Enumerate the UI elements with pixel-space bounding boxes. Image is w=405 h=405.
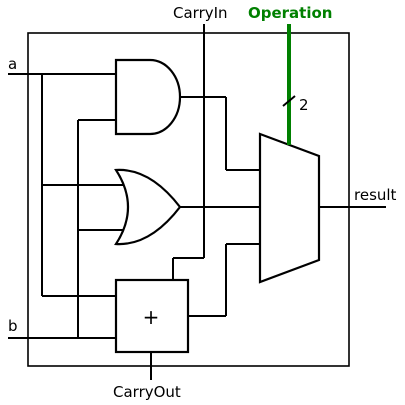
operation-bus-width-slash <box>282 95 296 107</box>
label-result: result <box>354 186 397 204</box>
input-a-wires <box>8 73 128 297</box>
and-gate <box>114 58 182 136</box>
label-input-a: a <box>8 55 17 73</box>
input-b-wires <box>8 119 128 339</box>
label-carry-out: CarryOut <box>113 383 181 401</box>
label-operation-width: 2 <box>299 96 309 114</box>
label-input-b: b <box>8 317 18 335</box>
label-carry-in: CarryIn <box>173 4 228 22</box>
multiplexer <box>258 132 321 284</box>
adder-symbol: + <box>143 305 160 329</box>
or-gate <box>114 168 182 246</box>
label-operation: Operation <box>248 4 332 22</box>
alu-boundary-box <box>27 32 350 367</box>
